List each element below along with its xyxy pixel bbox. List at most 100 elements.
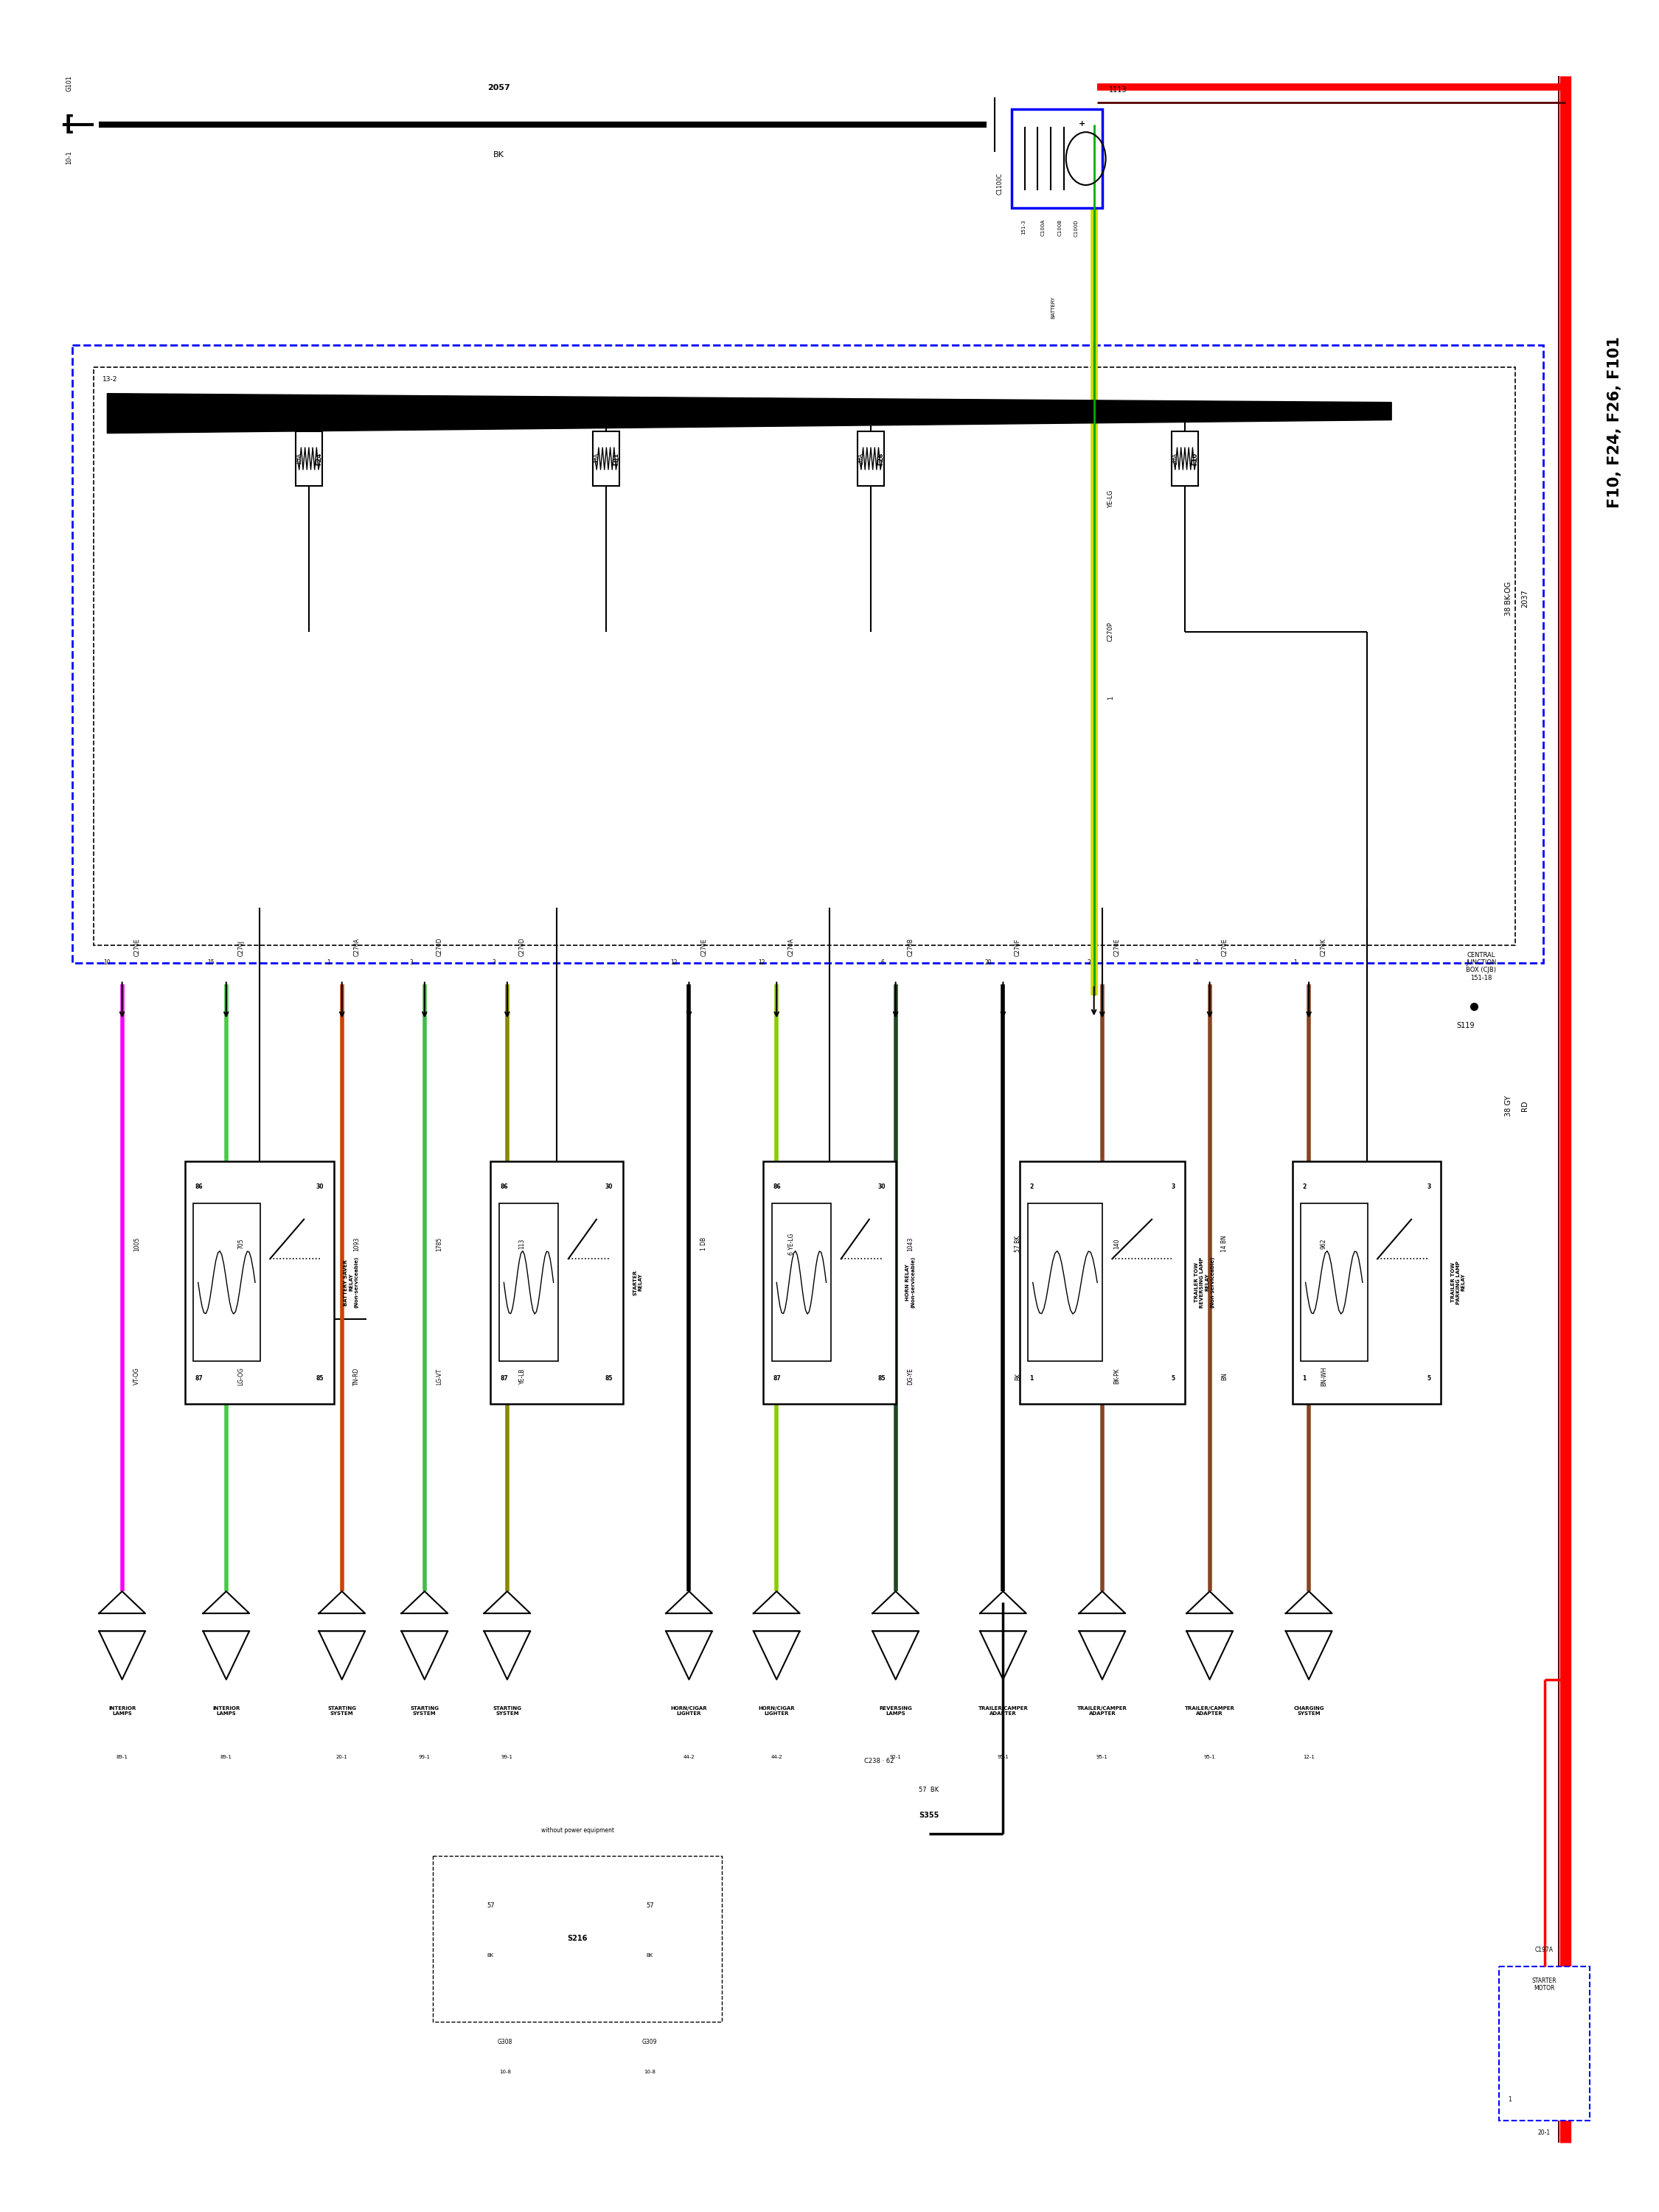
Text: CHARGING
SYSTEM: CHARGING SYSTEM <box>1294 1705 1324 1717</box>
Text: 13-2: 13-2 <box>103 376 118 383</box>
Text: C100A: C100A <box>1042 219 1045 237</box>
Text: BN-WH: BN-WH <box>1321 1367 1327 1387</box>
Text: C270E: C270E <box>700 938 707 956</box>
Text: 10-8: 10-8 <box>499 2070 511 2075</box>
Bar <box>499 1203 559 1360</box>
Bar <box>763 1161 896 1405</box>
Text: 57: 57 <box>486 1902 494 1909</box>
Text: F10, F24, F26, F101: F10, F24, F26, F101 <box>1608 336 1623 509</box>
Text: BATTERY SAVER
RELAY
(Non-serviceable): BATTERY SAVER RELAY (Non-serviceable) <box>343 1256 358 1307</box>
Text: G309: G309 <box>642 2039 657 2046</box>
Bar <box>184 1161 333 1405</box>
Text: STARTER
MOTOR: STARTER MOTOR <box>1531 1978 1556 1991</box>
Text: BN: BN <box>1221 1371 1228 1380</box>
Text: C270D: C270D <box>436 938 443 956</box>
Text: C270E: C270E <box>134 938 141 956</box>
Text: C238 · 62: C238 · 62 <box>864 1759 894 1765</box>
Text: 705: 705 <box>237 1239 244 1250</box>
Text: 30A: 30A <box>594 453 601 465</box>
Text: G101: G101 <box>66 75 73 91</box>
Text: 86: 86 <box>501 1183 508 1190</box>
Text: 12: 12 <box>670 960 677 967</box>
Text: 10-1: 10-1 <box>66 150 73 164</box>
Text: 92-1: 92-1 <box>889 1754 901 1759</box>
Text: YE-LB: YE-LB <box>519 1369 526 1385</box>
Text: INTERIOR
LAMPS: INTERIOR LAMPS <box>108 1705 136 1717</box>
Text: [: [ <box>65 115 75 135</box>
Text: 30: 30 <box>315 1183 324 1190</box>
Text: without power equipment: without power equipment <box>541 1827 614 1834</box>
Text: 57  BK: 57 BK <box>919 1787 939 1794</box>
Bar <box>491 1161 622 1405</box>
Text: 1: 1 <box>1294 960 1297 967</box>
Text: 15: 15 <box>207 960 214 967</box>
Text: C100D: C100D <box>1073 219 1078 237</box>
Text: 30: 30 <box>878 1183 886 1190</box>
Text: 10: 10 <box>103 960 111 967</box>
Text: 151-3: 151-3 <box>1022 219 1025 234</box>
Text: BK: BK <box>493 150 504 159</box>
Text: 14 BN: 14 BN <box>1221 1237 1228 1252</box>
Text: 95-1: 95-1 <box>1204 1754 1216 1759</box>
Text: 86: 86 <box>194 1183 202 1190</box>
Bar <box>73 345 1543 962</box>
Text: 86: 86 <box>773 1183 781 1190</box>
Text: C100B: C100B <box>1057 219 1062 237</box>
Text: HORN/CIGAR
LIGHTER: HORN/CIGAR LIGHTER <box>670 1705 707 1717</box>
Bar <box>295 431 322 487</box>
Text: 10-8: 10-8 <box>644 2070 655 2075</box>
Text: S355: S355 <box>919 1812 939 1818</box>
Text: STARTING
SYSTEM: STARTING SYSTEM <box>327 1705 357 1717</box>
Text: 2: 2 <box>1030 1183 1034 1190</box>
Text: 2: 2 <box>1087 960 1090 967</box>
Text: 20A: 20A <box>858 453 864 465</box>
Text: VT-OG: VT-OG <box>134 1367 141 1385</box>
Polygon shape <box>108 394 1392 434</box>
Text: 38 BK-OG: 38 BK-OG <box>1505 582 1511 615</box>
Bar <box>1012 108 1102 208</box>
Text: C270A: C270A <box>788 938 795 956</box>
Text: C270P: C270P <box>1107 622 1113 641</box>
Text: C270A: C270A <box>353 938 360 956</box>
Text: S119: S119 <box>1457 1022 1475 1029</box>
Text: BK: BK <box>488 1953 494 1958</box>
Text: 5: 5 <box>1427 1376 1432 1382</box>
Text: CENTRAL
JUNCTION
BOX (CJB)
151-18: CENTRAL JUNCTION BOX (CJB) 151-18 <box>1467 951 1496 982</box>
Text: 57 BK: 57 BK <box>1015 1237 1022 1252</box>
Text: 1043: 1043 <box>907 1237 914 1252</box>
Text: 44-2: 44-2 <box>771 1754 783 1759</box>
Text: C270E: C270E <box>1221 938 1228 956</box>
Text: +: + <box>1078 119 1085 128</box>
Text: 962: 962 <box>1321 1239 1327 1250</box>
Text: TRAILER TOW
REVERSING LAMP
RELAY
(Non-serviceable): TRAILER TOW REVERSING LAMP RELAY (Non-se… <box>1194 1256 1214 1307</box>
Text: 38 GY: 38 GY <box>1505 1095 1511 1117</box>
Text: 87: 87 <box>501 1376 509 1382</box>
Text: 87: 87 <box>773 1376 781 1382</box>
Text: F10: F10 <box>1191 451 1198 465</box>
Text: C270J: C270J <box>237 940 244 956</box>
Text: 95-1: 95-1 <box>997 1754 1009 1759</box>
Bar <box>1500 1966 1589 2121</box>
Bar <box>858 431 884 487</box>
Text: G308: G308 <box>498 2039 513 2046</box>
Text: HORN RELAY
(Non-serviceable): HORN RELAY (Non-serviceable) <box>906 1256 916 1307</box>
Text: 85: 85 <box>878 1376 886 1382</box>
Text: S216: S216 <box>567 1935 587 1942</box>
Text: C270B: C270B <box>907 938 914 956</box>
Text: 95-1: 95-1 <box>1097 1754 1108 1759</box>
Text: 1: 1 <box>1030 1376 1034 1382</box>
Text: RD: RD <box>1521 1102 1528 1110</box>
Text: 12: 12 <box>758 960 765 967</box>
Text: C197A: C197A <box>1535 1947 1553 1953</box>
Text: TRAILER/CAMPER
ADAPTER: TRAILER/CAMPER ADAPTER <box>979 1705 1029 1717</box>
Text: YE-LG: YE-LG <box>1107 491 1113 509</box>
Text: 2: 2 <box>1194 960 1198 967</box>
Text: 20-1: 20-1 <box>337 1754 348 1759</box>
Text: 1093: 1093 <box>353 1237 360 1252</box>
Bar <box>1029 1203 1102 1360</box>
Text: TN-RD: TN-RD <box>353 1367 360 1385</box>
Bar <box>433 1856 722 2022</box>
Text: F24: F24 <box>315 451 322 465</box>
Text: 140: 140 <box>1113 1239 1120 1250</box>
Text: BK: BK <box>647 1953 654 1958</box>
